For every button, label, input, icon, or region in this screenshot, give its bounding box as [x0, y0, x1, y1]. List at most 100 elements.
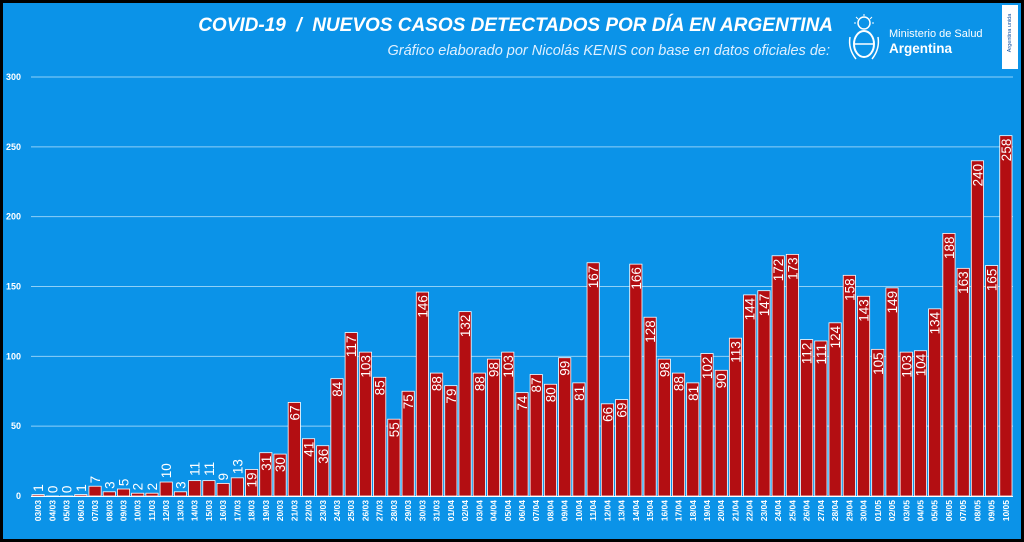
- data-label: 36: [316, 449, 331, 464]
- bar: [800, 339, 814, 497]
- data-label: 66: [600, 407, 615, 422]
- bar: [757, 290, 771, 497]
- data-label: 188: [942, 236, 957, 259]
- y-tick-label: 100: [6, 351, 21, 361]
- x-tick-label: 08/03: [104, 500, 114, 522]
- bar: [543, 383, 557, 497]
- data-label: 104: [913, 353, 928, 376]
- data-label: 0: [60, 486, 75, 494]
- x-tick-label: 27/03: [375, 500, 385, 522]
- bar: [60, 495, 74, 498]
- data-label: 166: [629, 267, 644, 290]
- x-tick-label: 23/04: [759, 500, 769, 522]
- x-tick-label: 01/04: [446, 500, 456, 522]
- x-tick-label: 16/04: [659, 500, 669, 522]
- bar: [657, 358, 671, 497]
- data-label: 80: [543, 387, 558, 402]
- bar: [45, 495, 59, 498]
- x-tick-label: 06/04: [517, 500, 527, 522]
- x-tick-label: 20/04: [716, 500, 726, 522]
- bar: [615, 399, 629, 497]
- bar: [401, 390, 415, 497]
- x-tick-label: 03/03: [33, 500, 43, 522]
- y-tick-label: 150: [6, 282, 21, 292]
- x-tick-label: 24/04: [773, 500, 783, 522]
- x-tick-label: 19/03: [261, 500, 271, 522]
- x-tick-label: 08/05: [972, 500, 982, 522]
- bar: [472, 372, 486, 497]
- x-tick-label: 14/04: [631, 500, 641, 522]
- x-tick-label: 05/04: [503, 500, 513, 522]
- data-label: 173: [785, 257, 800, 280]
- bar: [330, 378, 344, 497]
- bar: [287, 402, 301, 497]
- x-tick-label: 03/04: [474, 500, 484, 522]
- x-tick-label: 23/03: [318, 500, 328, 522]
- x-tick-label: 11/04: [588, 500, 598, 521]
- x-tick-label: 17/03: [232, 500, 242, 522]
- logo-line-ministerio: Ministerio de Salud: [889, 28, 983, 40]
- data-label: 13: [230, 459, 245, 474]
- bar: [415, 291, 429, 497]
- data-label: 2: [145, 483, 160, 491]
- bar: [230, 477, 244, 497]
- chart-frame: 0 50 100 150 200 250 300 1 03/03 0 04/03 0 05/03 1 06/…: [3, 3, 1021, 539]
- data-label: 240: [970, 164, 985, 187]
- x-tick-label: 24/03: [332, 500, 342, 522]
- data-label: 1: [74, 484, 89, 492]
- bar: [714, 369, 728, 497]
- x-tick-label: 22/03: [304, 500, 314, 522]
- data-label: 74: [515, 395, 530, 411]
- x-tick-label: 25/03: [346, 500, 356, 522]
- x-tick-label: 28/04: [830, 500, 840, 522]
- ministerio-logo: Ministerio de Salud Argentina: [846, 13, 986, 65]
- x-tick-label: 12/04: [602, 500, 612, 522]
- x-tick-label: 03/05: [901, 500, 911, 522]
- data-label: 11: [188, 462, 203, 476]
- x-tick-label: 07/03: [90, 500, 100, 522]
- data-label: 88: [472, 376, 487, 391]
- x-tick-label: 27/04: [816, 500, 826, 522]
- bar: [985, 265, 999, 497]
- data-label: 143: [857, 299, 872, 322]
- data-label: 11: [202, 462, 217, 476]
- bar: [31, 494, 45, 497]
- data-label: 134: [928, 311, 943, 334]
- data-label: 81: [572, 386, 587, 401]
- bar: [159, 481, 173, 497]
- x-tick-label: 30/04: [859, 500, 869, 522]
- x-tick-label: 17/04: [674, 500, 684, 522]
- data-label: 90: [714, 373, 729, 388]
- data-label: 1: [31, 484, 46, 492]
- x-tick-label: 29/04: [844, 500, 854, 522]
- x-tick-label: 28/03: [389, 500, 399, 522]
- bar: [857, 295, 871, 497]
- data-label: 113: [728, 341, 743, 363]
- data-label: 30: [273, 457, 288, 472]
- data-label: 98: [657, 362, 672, 377]
- data-label: 163: [956, 271, 971, 294]
- data-label: 41: [302, 442, 317, 457]
- bar: [74, 494, 88, 497]
- bar: [245, 469, 259, 497]
- bar: [743, 294, 757, 497]
- bar: [116, 488, 131, 497]
- data-label: 87: [529, 377, 544, 392]
- x-tick-label: 04/05: [915, 500, 925, 522]
- x-tick-label: 10/03: [133, 500, 143, 522]
- x-tick-label: 26/03: [360, 500, 370, 522]
- bar: [956, 267, 970, 497]
- y-tick-label: 200: [6, 212, 21, 222]
- x-tick-label: 15/04: [645, 500, 655, 522]
- bar: [358, 351, 372, 497]
- bar: [558, 357, 572, 497]
- data-label: 111: [814, 344, 829, 365]
- x-tick-label: 01/05: [873, 500, 883, 522]
- x-tick-label: 05/03: [62, 500, 72, 522]
- data-label: 79: [444, 389, 459, 404]
- argentina-unida-tag: Argentina unida: [1002, 5, 1018, 69]
- data-label: 5: [117, 479, 132, 487]
- x-tick-label: 14/03: [190, 500, 200, 522]
- data-label: 124: [828, 325, 843, 348]
- bar: [102, 491, 116, 497]
